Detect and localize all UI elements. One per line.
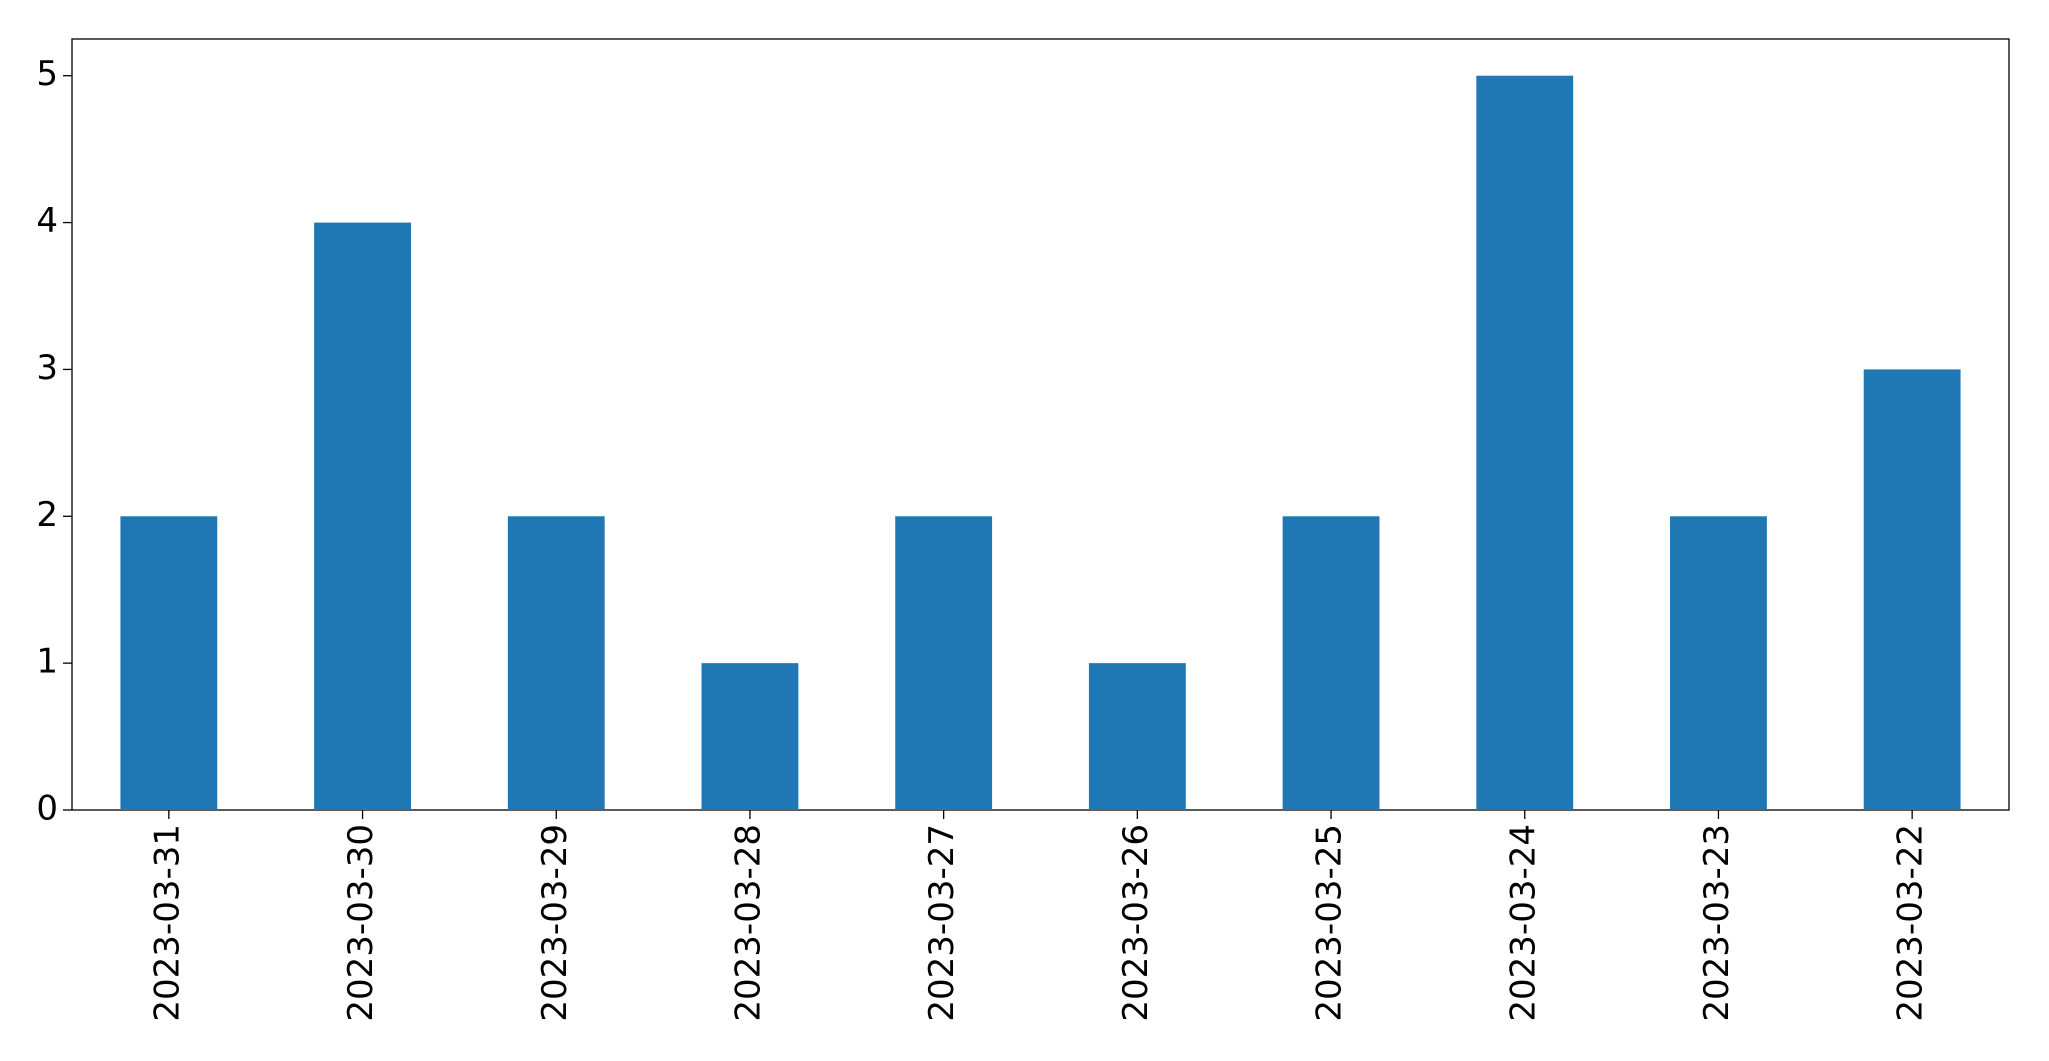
plot-frame [71, 38, 2010, 811]
bar [895, 516, 993, 810]
bar [1476, 75, 1574, 810]
bar [1088, 663, 1186, 810]
x-tick-label: 2023-03-30 [341, 824, 381, 1022]
bar [1863, 369, 1961, 810]
x-tick-label: 2023-03-28 [728, 824, 768, 1022]
x-tick-label: 2023-03-29 [535, 824, 575, 1022]
bar [507, 516, 605, 810]
y-tick-label: 0 [36, 789, 58, 829]
bar [1670, 516, 1767, 810]
y-tick-label: 1 [36, 642, 58, 682]
y-tick-label: 2 [36, 495, 58, 535]
x-tick-label: 2023-03-31 [147, 824, 187, 1022]
bar [1282, 516, 1380, 810]
y-tick-label: 3 [36, 348, 58, 388]
x-tick-label: 2023-03-24 [1503, 824, 1543, 1022]
x-tick-label: 2023-03-25 [1310, 824, 1350, 1022]
bar [701, 663, 799, 810]
bar [120, 516, 218, 810]
x-tick-label: 2023-03-26 [1116, 824, 1156, 1022]
y-tick-label: 5 [36, 54, 58, 94]
y-tick-label: 4 [36, 201, 58, 241]
x-tick-label: 2023-03-27 [922, 824, 962, 1022]
x-tick-label: 2023-03-22 [1891, 824, 1931, 1022]
x-tick-label: 2023-03-23 [1697, 824, 1737, 1022]
bar [314, 222, 411, 811]
